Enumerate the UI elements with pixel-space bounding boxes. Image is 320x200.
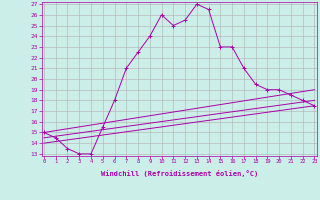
- X-axis label: Windchill (Refroidissement éolien,°C): Windchill (Refroidissement éolien,°C): [100, 170, 258, 177]
